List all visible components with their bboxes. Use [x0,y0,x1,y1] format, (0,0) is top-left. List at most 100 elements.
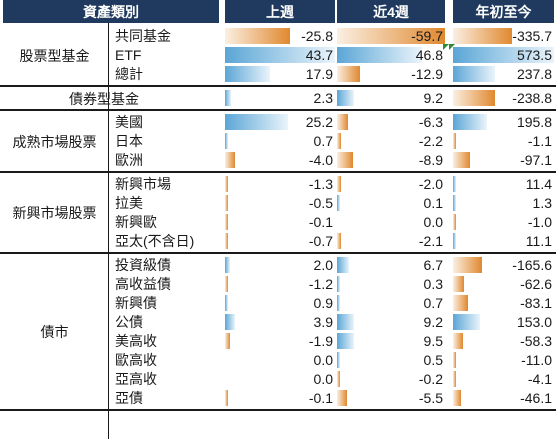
category-label: 債市 [40,324,69,340]
value-label: -238.8 [512,90,552,106]
value-label: 9.2 [423,90,443,106]
row-label: 新興歐 [115,214,157,230]
negative-bar [453,295,468,311]
value-cell: 6.7 [337,256,445,274]
positive-bar [225,314,235,330]
value-cell: -4.0 [225,151,335,169]
negative-bar [225,214,228,230]
value-label: -2.2 [418,133,443,149]
value-label: 0.9 [313,295,333,311]
value-cell: 0.0 [225,370,335,388]
value-label: 1.3 [532,195,552,211]
category-label: 成熟市場股票 [12,133,97,150]
negative-bar [453,257,482,273]
value-cell: -1.3 [225,175,335,193]
value-cell: -238.8 [453,89,554,107]
value-cell: 1.3 [453,194,554,212]
value-cell: -6.3 [337,113,445,131]
negative-bar [225,333,230,349]
negative-bar [337,152,353,168]
value-label: 9.5 [423,333,443,349]
value-cell: -97.1 [453,151,554,169]
negative-bar [225,152,235,168]
value-cell: -5.5 [337,389,445,407]
value-cell: 9.2 [337,313,445,331]
negative-bar [337,28,445,44]
negative-bar [337,176,341,192]
value-label: -335.7 [512,28,552,44]
value-label: 0.0 [423,214,443,230]
row-label: 拉美 [115,195,143,211]
value-cell: 43.7 [225,46,335,64]
negative-bar [453,352,456,368]
value-cell: 2.3 [225,89,335,107]
negative-bar [337,371,340,387]
header-3: 年初至今 [453,0,554,23]
row-label: 亞太(不含日) [115,233,195,249]
category-label: 債券型基金 [69,90,139,107]
positive-bar [225,133,228,149]
negative-bar [337,133,341,149]
value-cell: 46.8 [337,46,445,64]
group-separator [0,171,556,173]
value-cell: -62.6 [453,275,554,293]
positive-bar [225,66,270,82]
value-cell: -83.1 [453,294,554,312]
row-label: 亞債 [115,390,143,406]
value-cell: -11.0 [453,351,554,369]
value-label: 2.3 [313,90,333,106]
value-cell: 0.0 [225,351,335,369]
value-label: -12.9 [411,66,443,82]
value-cell: -1.0 [453,213,554,231]
value-label: 2.0 [313,257,333,273]
negative-bar [453,90,495,106]
value-label: -46.1 [520,390,552,406]
header-2: 近4週 [337,0,445,23]
value-cell: -59.7 [337,27,445,45]
negative-bar [225,195,228,211]
value-cell: -2.1 [337,232,445,250]
value-cell: 3.9 [225,313,335,331]
value-label: 0.0 [313,371,333,387]
value-label: -0.5 [308,195,333,211]
value-label: -0.7 [308,233,333,249]
value-cell: -58.3 [453,332,554,350]
value-cell: -25.8 [225,27,335,45]
value-cell: -12.9 [337,65,445,83]
row-label: ETF [115,47,142,63]
value-cell: -1.9 [225,332,335,350]
positive-bar [453,176,456,192]
value-label: -0.2 [418,371,443,387]
value-label: -6.3 [418,114,443,130]
row-label: 公債 [115,314,143,330]
value-label: 0.7 [313,133,333,149]
negative-bar [337,66,360,82]
negative-bar [453,133,456,149]
indicator-mark [443,44,449,50]
value-cell: 153.0 [453,313,554,331]
value-cell: -0.5 [225,194,335,212]
value-label: -2.0 [418,176,443,192]
value-label: -5.5 [418,390,443,406]
header-1: 上週 [225,0,335,23]
category-label: 股票型基金 [19,47,90,64]
value-label: -25.8 [301,28,333,44]
value-label: 0.7 [423,295,443,311]
negative-bar [453,333,463,349]
value-label: 11.4 [525,176,552,192]
negative-bar [225,28,290,44]
value-cell: -165.6 [453,256,554,274]
value-label: 3.9 [313,314,333,330]
value-cell: -2.2 [337,132,445,150]
row-label: 投資級債 [115,257,171,273]
negative-bar [337,390,347,406]
category-divider [108,23,109,439]
negative-bar [225,233,228,249]
positive-bar [453,47,554,63]
value-label: -1.1 [527,133,552,149]
positive-bar [337,195,340,211]
value-cell: 11.4 [453,175,554,193]
value-label: -97.1 [520,152,552,168]
value-cell: -0.2 [337,370,445,388]
